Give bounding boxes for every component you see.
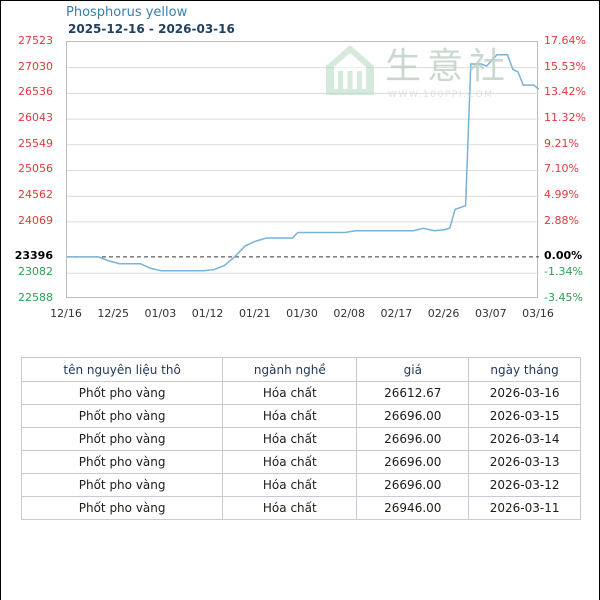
chart-title: Phosphorus yellow bbox=[66, 5, 188, 20]
y-axis-right: 17.64% 15.53% 13.42% 11.32% 9.21% 7.10% 4.99% 2… bbox=[544, 35, 599, 304]
table-cell: 26696.00 bbox=[356, 427, 470, 451]
y-axis-pct-label: 7.10% bbox=[544, 162, 579, 176]
table-header-cell: tên nguyên liệu thô bbox=[20, 357, 224, 382]
x-axis-date-label: 01/21 bbox=[238, 307, 271, 320]
x-axis-date-label: 01/03 bbox=[144, 307, 177, 320]
price-line bbox=[67, 53, 539, 272]
y-axis-pct-label: 4.99% bbox=[544, 188, 579, 202]
y-axis-pct-label: 17.64% bbox=[544, 34, 586, 47]
table-cell: 2026-03-13 bbox=[468, 450, 581, 474]
table-row: Phốt pho vàng Hóa chất 26696.00 2026-03-15 bbox=[20, 404, 581, 428]
y-axis-pct-label: -3.45% bbox=[544, 291, 583, 304]
table-cell: Phốt pho vàng bbox=[20, 404, 224, 428]
x-axis-date-label: 02/26 bbox=[427, 307, 460, 320]
table-row: Phốt pho vàng Hóa chất 26946.00 2026-03-11 bbox=[20, 496, 581, 520]
y-axis-price-label: 24562 bbox=[18, 188, 53, 202]
x-axis-date-label: 12/25 bbox=[97, 307, 130, 320]
y-axis-price-label: 24069 bbox=[18, 213, 53, 227]
table-cell: Phốt pho vàng bbox=[20, 496, 224, 520]
y-axis-pct-label: 2.88% bbox=[544, 213, 579, 227]
table-row: Phốt pho vàng Hóa chất 26696.00 2026-03-12 bbox=[20, 473, 581, 497]
watermark-text: 生意社 WWW.100PPI.COM bbox=[385, 44, 511, 100]
table-cell: 26612.67 bbox=[356, 381, 470, 405]
table-cell: Hóa chất bbox=[222, 381, 358, 405]
table-row: Phốt pho vàng Hóa chất 26696.00 2026-03-13 bbox=[20, 450, 581, 474]
table-cell: Phốt pho vàng bbox=[20, 381, 224, 405]
y-axis-price-label: 26043 bbox=[18, 111, 53, 125]
table-cell: 2026-03-16 bbox=[468, 381, 581, 405]
y-axis-price-label: 23082 bbox=[18, 265, 53, 279]
table-cell: 2026-03-11 bbox=[468, 496, 581, 520]
table-header-cell: giá bbox=[356, 357, 470, 382]
table-cell: Phốt pho vàng bbox=[20, 473, 224, 497]
table-cell: 26696.00 bbox=[356, 450, 470, 474]
x-axis-date-label: 12/16 bbox=[50, 307, 82, 320]
y-axis-pct-label: 9.21% bbox=[544, 136, 579, 150]
y-axis-price-label: 25549 bbox=[18, 136, 53, 150]
y-axis-price-label: 27030 bbox=[18, 59, 53, 73]
table-header-cell: ngành nghề bbox=[222, 357, 358, 382]
chart-date-range: 2025-12-16 - 2026-03-16 bbox=[68, 22, 235, 36]
y-axis-pct-label: 13.42% bbox=[544, 85, 586, 99]
x-axis-date-label: 01/12 bbox=[191, 307, 224, 320]
watermark-url: WWW.100PPI.COM bbox=[388, 90, 494, 100]
y-axis-pct-label: -1.34% bbox=[544, 265, 583, 279]
y-axis-pct-label: 0.00% bbox=[544, 248, 583, 262]
x-axis-date-label: 02/08 bbox=[333, 307, 366, 320]
table-cell: 2026-03-12 bbox=[468, 473, 581, 497]
watermark: 生意社 WWW.100PPI.COM bbox=[325, 44, 511, 100]
y-axis-left: 27523 27030 26536 26043 25549 25056 24562 24069… bbox=[1, 35, 59, 304]
table-cell: 26696.00 bbox=[356, 404, 470, 428]
table-cell: Hóa chất bbox=[222, 496, 358, 520]
plot-svg bbox=[67, 53, 539, 274]
table-cell: Hóa chất bbox=[222, 473, 358, 497]
table-row: Phốt pho vàng Hóa chất 26612.67 2026-03-16 bbox=[20, 381, 581, 405]
x-axis-date-label: 03/16 bbox=[522, 307, 554, 320]
x-axis-date-label: 01/30 bbox=[286, 307, 318, 320]
y-axis-price-label: 26536 bbox=[18, 85, 53, 99]
table-row: Phốt pho vàng Hóa chất 26696.00 2026-03-14 bbox=[20, 427, 581, 451]
table-cell: 2026-03-14 bbox=[468, 427, 581, 451]
x-axis: 12/16 12/25 01/03 01/12 01/21 01/30 02/08 02/17… bbox=[50, 307, 554, 321]
y-axis-price-label: 27523 bbox=[18, 34, 53, 47]
price-chart: 生意社 WWW.100PPI.COM bbox=[66, 41, 539, 298]
watermark-brand: 生意社 bbox=[385, 46, 512, 87]
table-cell: Hóa chất bbox=[222, 404, 358, 428]
sunsirs-logo-icon bbox=[326, 45, 374, 95]
y-axis-price-label: 25056 bbox=[18, 162, 53, 176]
table-cell: Phốt pho vàng bbox=[20, 427, 224, 451]
x-axis-date-label: 03/07 bbox=[474, 307, 507, 320]
table-header-cell: ngày tháng bbox=[468, 357, 581, 382]
table-cell: Hóa chất bbox=[222, 450, 358, 474]
y-axis-price-label: 23396 bbox=[14, 248, 53, 262]
y-axis-pct-label: 11.32% bbox=[544, 111, 586, 125]
y-axis-price-label: 22588 bbox=[18, 291, 53, 304]
table-cell: Phốt pho vàng bbox=[20, 450, 224, 474]
x-axis-date-label: 02/17 bbox=[380, 307, 413, 320]
table-cell: 26696.00 bbox=[356, 473, 470, 497]
price-table: tên nguyên liệu thô ngành nghề giá ngày thá… bbox=[20, 357, 581, 520]
y-axis-pct-label: 15.53% bbox=[544, 59, 586, 73]
table-cell: 2026-03-15 bbox=[468, 404, 581, 428]
table-cell: Hóa chất bbox=[222, 427, 358, 451]
table-cell: 26946.00 bbox=[356, 496, 470, 520]
table-header-row: tên nguyên liệu thô ngành nghề giá ngày thá… bbox=[20, 357, 581, 382]
